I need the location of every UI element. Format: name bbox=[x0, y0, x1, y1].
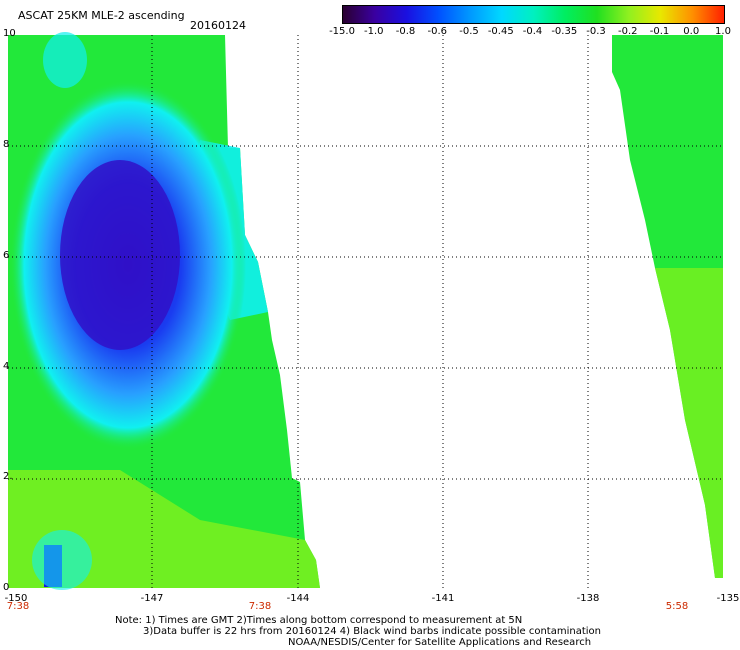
color-scale-label: -0.35 bbox=[551, 26, 578, 37]
x-tick-label: -150 bbox=[4, 593, 28, 604]
color-scale-label: -1.0 bbox=[363, 26, 384, 37]
y-tick-label: 8 bbox=[3, 139, 10, 150]
y-tick-label: 0 bbox=[3, 582, 10, 593]
color-scale-label: -15.0 bbox=[329, 26, 355, 37]
x-tick-label: -147 bbox=[140, 593, 164, 604]
color-scale-label: -0.2 bbox=[617, 26, 638, 37]
color-scale-label: -0.1 bbox=[649, 26, 670, 37]
color-scale-label: 0.0 bbox=[683, 26, 700, 37]
cyan-patch-top bbox=[43, 32, 87, 88]
x-tick-label: -144 bbox=[286, 593, 310, 604]
color-scale-bar bbox=[342, 5, 725, 24]
map-title: ASCAT 25KM MLE-2 ascending bbox=[18, 9, 185, 22]
x-tick-label: -135 bbox=[716, 593, 740, 604]
note-line-3: NOAA/NESDIS/Center for Satellite Applica… bbox=[288, 637, 592, 648]
x-tick-label: -141 bbox=[431, 593, 455, 604]
y-tick-label: 4 bbox=[3, 361, 10, 372]
color-scale-label: -0.8 bbox=[395, 26, 416, 37]
right-swath-yellowgreen bbox=[655, 268, 723, 578]
color-scale-label: -0.6 bbox=[427, 26, 448, 37]
cyan-patch-bottom bbox=[32, 530, 92, 590]
note-line-1: Note: 1) Times are GMT 2)Times along bot… bbox=[115, 615, 523, 626]
color-scale-label: -0.45 bbox=[487, 26, 514, 37]
time-label: 7:38 bbox=[6, 601, 30, 612]
color-scale-label: -0.5 bbox=[459, 26, 479, 37]
note-line-2: 3)Data buffer is 22 hrs from 20160124 4)… bbox=[143, 626, 601, 637]
low-pressure-core bbox=[60, 160, 180, 350]
y-tick-label: 6 bbox=[3, 250, 10, 261]
time-label: 5:58 bbox=[665, 601, 689, 612]
grid-lines bbox=[8, 35, 723, 588]
y-tick-label: 10 bbox=[3, 28, 16, 39]
color-scale-label: 1.0 bbox=[715, 26, 731, 37]
map-date: 20160124 bbox=[190, 19, 246, 32]
x-tick-label: -138 bbox=[576, 593, 600, 604]
y-tick-label: 2. bbox=[3, 471, 13, 482]
time-label: 7:38 bbox=[248, 601, 272, 612]
color-scale-label: -0.3 bbox=[586, 26, 606, 37]
color-scale-label: -0.4 bbox=[522, 26, 543, 37]
